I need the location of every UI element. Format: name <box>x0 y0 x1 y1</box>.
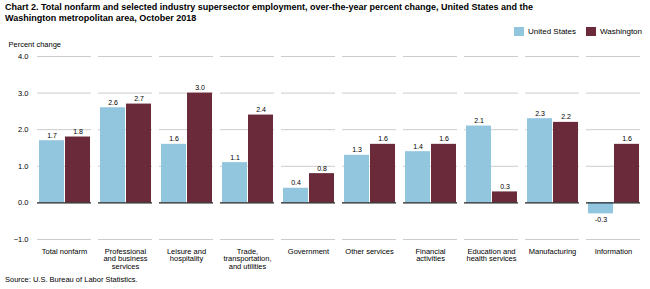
svg-text:1.6: 1.6 <box>622 135 632 142</box>
svg-text:Financialactivities: Financialactivities <box>415 247 445 264</box>
svg-text:1.4: 1.4 <box>413 143 423 150</box>
svg-text:2.4: 2.4 <box>256 106 266 113</box>
svg-text:1.6: 1.6 <box>439 135 449 142</box>
svg-text:Professionaland businessservic: Professionaland businessservices <box>103 247 147 271</box>
svg-text:-0.3: -0.3 <box>595 216 607 223</box>
svg-text:1.6: 1.6 <box>169 135 179 142</box>
svg-text:Other services: Other services <box>345 247 394 256</box>
svg-text:Government: Government <box>288 247 330 256</box>
svg-text:0.4: 0.4 <box>291 179 301 186</box>
svg-text:1.1: 1.1 <box>230 154 240 161</box>
svg-text:3.0: 3.0 <box>195 84 205 91</box>
svg-text:4.0: 4.0 <box>18 52 28 61</box>
svg-text:2.3: 2.3 <box>535 110 545 117</box>
svg-text:2.1: 2.1 <box>474 117 484 124</box>
svg-text:1.8: 1.8 <box>73 128 83 135</box>
svg-text:Percent change: Percent change <box>9 40 62 49</box>
svg-text:2.6: 2.6 <box>108 99 118 106</box>
svg-text:Information: Information <box>595 247 633 256</box>
svg-text:1.3: 1.3 <box>352 146 362 153</box>
svg-text:Manufacturing: Manufacturing <box>529 247 577 256</box>
html-text:Source: U.S. Bureau of Labor S: Source: U.S. Bureau of Labor Statistics. <box>5 275 138 284</box>
svg-text:2.0: 2.0 <box>18 125 28 134</box>
svg-text:−1.0: −1.0 <box>14 235 29 244</box>
svg-text:2.7: 2.7 <box>134 95 144 102</box>
svg-text:1.7: 1.7 <box>47 132 57 139</box>
html-text:Chart 2. Total nonfarm and sel: Chart 2. Total nonfarm and selected indu… <box>5 2 533 23</box>
html-text:United States: United States <box>528 27 576 36</box>
svg-text:0.3: 0.3 <box>500 183 510 190</box>
svg-text:Total nonfarm: Total nonfarm <box>42 247 87 256</box>
svg-text:Education andhealth services: Education andhealth services <box>466 247 516 264</box>
svg-text:1.6: 1.6 <box>378 135 388 142</box>
svg-text:3.0: 3.0 <box>18 89 28 98</box>
svg-text:0.0: 0.0 <box>18 198 28 207</box>
svg-text:0.8: 0.8 <box>317 165 327 172</box>
svg-text:1.0: 1.0 <box>18 162 28 171</box>
svg-text:Trade,transportation,and utili: Trade,transportation,and utilities <box>224 247 272 271</box>
svg-text:2.2: 2.2 <box>561 113 571 120</box>
html-text:Washington: Washington <box>600 27 642 36</box>
svg-text:Leisure andhospitality: Leisure andhospitality <box>167 247 206 264</box>
